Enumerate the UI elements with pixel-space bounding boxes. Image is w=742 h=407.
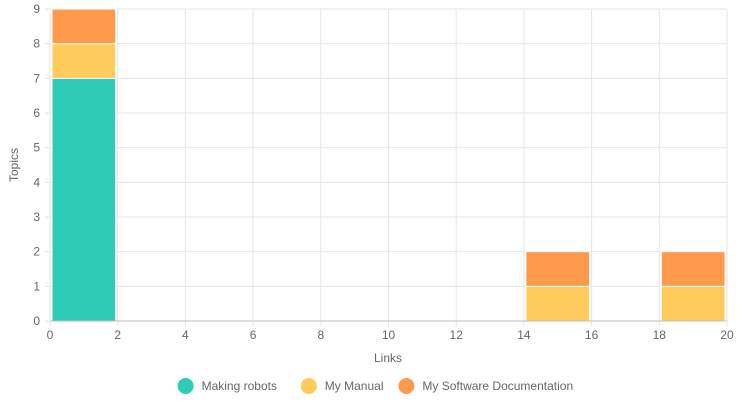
x-tick-label: 10 [382, 328, 396, 342]
y-tick-label: 4 [33, 175, 40, 189]
legend-swatch [398, 378, 415, 394]
grid-lines [45, 8, 728, 326]
legend-swatch [300, 378, 317, 394]
bar-segment-my-software-documentation[interactable] [660, 251, 726, 287]
bar-segment-my-software-documentation[interactable] [51, 8, 117, 45]
y-tick-label: 7 [33, 71, 40, 85]
legend-label: Making robots [202, 379, 277, 393]
legend-label: My Manual [325, 379, 384, 393]
y-tick-label: 8 [33, 37, 40, 51]
bar-segment-my-manual[interactable] [660, 285, 726, 322]
legend-item[interactable]: My Software Documentation [398, 378, 573, 394]
legend-item[interactable]: Making robots [177, 378, 277, 394]
x-tick-label: 8 [317, 328, 324, 342]
x-tick-label: 14 [517, 328, 531, 342]
bar-segment-making-robots[interactable] [51, 77, 117, 322]
y-tick-label: 6 [33, 106, 40, 120]
bars [51, 8, 726, 322]
axes [49, 9, 727, 322]
x-tick-label: 6 [250, 328, 257, 342]
x-tick-label: 16 [585, 328, 599, 342]
bar-segment-my-manual[interactable] [525, 285, 591, 322]
x-tick-label: 0 [47, 328, 54, 342]
x-tick-label: 18 [653, 328, 667, 342]
y-tick-label: 5 [33, 141, 40, 155]
legend-item[interactable]: My Manual [300, 378, 384, 394]
x-tick-label: 20 [720, 328, 734, 342]
y-tick-label: 2 [33, 245, 40, 259]
legend-label: My Software Documentation [422, 379, 573, 393]
x-axis-title: Links [374, 351, 402, 365]
bar-segment-my-manual[interactable] [51, 43, 117, 79]
y-tick-label: 0 [33, 314, 40, 328]
x-tick-label: 12 [450, 328, 464, 342]
x-tick-label: 4 [182, 328, 189, 342]
bar-segment-my-software-documentation[interactable] [525, 251, 591, 287]
legend-swatch [177, 378, 194, 394]
legend: Making robots My Manual My Software Docume… [177, 378, 573, 394]
y-tick-label: 3 [33, 210, 40, 224]
y-tick-label: 1 [33, 279, 40, 293]
x-tick-label: 2 [114, 328, 121, 342]
y-tick-label: 9 [33, 2, 40, 16]
y-axis-title: Topics [7, 148, 21, 182]
